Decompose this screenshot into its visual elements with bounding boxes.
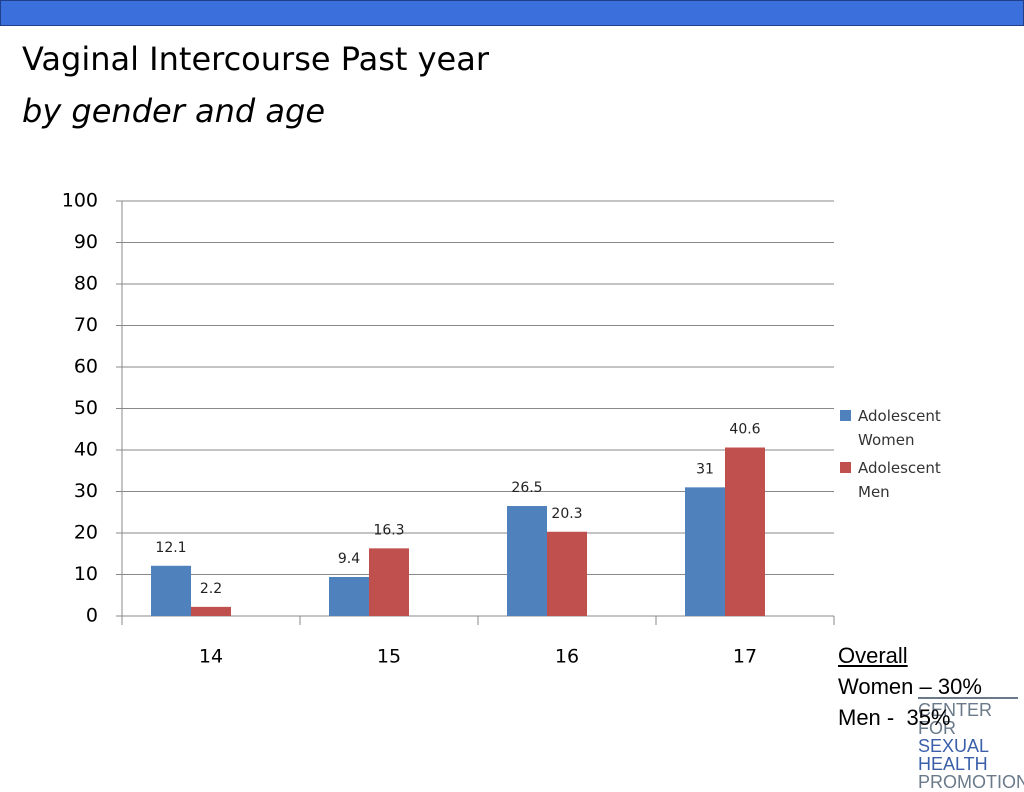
logo-text: CENTER FOR <box>918 700 993 738</box>
bar <box>547 531 587 616</box>
y-tick-label: 90 <box>74 231 98 253</box>
legend-label: Adolescent Men <box>858 459 941 501</box>
bar <box>507 506 547 616</box>
value-label: 31 <box>696 461 714 477</box>
legend-label: Adolescent Women <box>858 407 941 449</box>
y-tick-label: 80 <box>74 273 98 295</box>
y-tick-label: 60 <box>74 356 98 378</box>
top-bar <box>0 0 1024 26</box>
value-label: 16.3 <box>373 522 404 538</box>
legend-swatch <box>840 410 851 421</box>
value-label: 40.6 <box>729 422 760 438</box>
x-tick-label: 15 <box>377 646 401 668</box>
notes-line: Men - 35% <box>838 705 951 730</box>
y-tick-label: 0 <box>86 605 98 627</box>
logo-text: PROMOTION <box>918 772 1024 792</box>
slide-subtitle: by gender and age <box>22 92 326 130</box>
y-tick-label: 50 <box>74 397 98 419</box>
y-tick-label: 40 <box>74 439 98 461</box>
bar <box>329 576 369 616</box>
legend-entry: Adolescent Women <box>840 404 960 452</box>
bar <box>369 548 409 616</box>
value-label: 12.1 <box>155 540 186 556</box>
legend-swatch <box>840 462 851 473</box>
value-label: 20.3 <box>551 506 582 522</box>
x-tick-label: 17 <box>733 646 757 668</box>
y-tick-label: 70 <box>74 314 98 336</box>
y-tick-label: 20 <box>74 522 98 544</box>
notes-heading: Overall <box>838 643 908 668</box>
value-label: 9.4 <box>338 551 360 567</box>
y-tick-label: 100 <box>62 190 98 212</box>
value-label: 26.5 <box>511 480 542 496</box>
y-tick-label: 30 <box>74 480 98 502</box>
legend: Adolescent Women Adolescent Men <box>840 404 960 508</box>
chart: 0 10 20 30 40 50 60 70 80 90 100 14 12.1 2.2 15 9.4 16.3… <box>62 190 835 668</box>
bar <box>151 565 191 616</box>
value-label: 2.2 <box>200 581 222 597</box>
notes-line: Women – 30% <box>838 674 982 699</box>
legend-entry: Adolescent Men <box>840 456 960 504</box>
x-tick-label: 16 <box>555 646 579 668</box>
bar <box>725 447 765 616</box>
notes: Overall Women – 30% Men - 35% <box>838 640 982 733</box>
bar <box>685 487 725 616</box>
x-tick-label: 14 <box>199 646 223 668</box>
y-tick-label: 10 <box>74 563 98 585</box>
bar <box>191 606 231 616</box>
slide-title: Vaginal Intercourse Past year <box>22 40 489 78</box>
